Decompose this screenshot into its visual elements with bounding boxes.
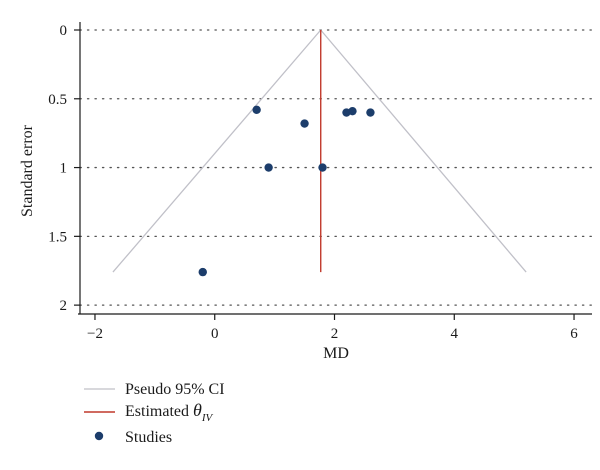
study-point-6 bbox=[318, 163, 327, 172]
study-point-5 bbox=[264, 163, 273, 172]
legend-estimate-subscript: IV bbox=[201, 412, 214, 424]
grid-layer bbox=[79, 29, 593, 306]
legend: Pseudo 95% CI Estimated θIV Studies bbox=[84, 381, 225, 446]
legend-studies-swatch bbox=[94, 431, 104, 441]
study-point-4 bbox=[366, 108, 375, 117]
y-tick-label-2: 1 bbox=[60, 161, 68, 177]
ci-line-right bbox=[320, 29, 527, 273]
y-tick-label-3: 1.5 bbox=[48, 229, 67, 245]
y-tick-label-1: 0.5 bbox=[48, 92, 67, 108]
ci-line-left bbox=[112, 29, 322, 273]
y-tick-label-4: 2 bbox=[60, 298, 68, 314]
pseudo-ci-layer bbox=[112, 29, 527, 273]
legend-ci-label: Pseudo 95% CI bbox=[125, 381, 225, 398]
x-tick-label-2: 2 bbox=[331, 326, 339, 342]
study-points-layer bbox=[198, 105, 375, 277]
legend-estimate-label-main: Estimated bbox=[125, 403, 193, 420]
study-point-3 bbox=[348, 106, 357, 116]
x-axis-title: MD bbox=[323, 345, 349, 362]
legend-estimate-label: Estimated θIV bbox=[125, 400, 213, 424]
axes-layer: 0 0.5 1 1.5 2 −2 0 2 4 6 bbox=[48, 22, 592, 342]
study-point-0 bbox=[252, 105, 261, 114]
x-tick-label-1: 0 bbox=[211, 326, 219, 342]
y-axis-title: Standard error bbox=[19, 124, 36, 217]
legend-estimate-theta: θ bbox=[193, 400, 202, 420]
y-tick-label-0: 0 bbox=[60, 23, 68, 39]
x-tick-label-4: 6 bbox=[570, 326, 578, 342]
study-point-1 bbox=[300, 119, 309, 128]
study-point-7 bbox=[198, 267, 207, 277]
x-tick-label-0: −2 bbox=[87, 326, 103, 342]
legend-studies-label: Studies bbox=[125, 429, 172, 446]
x-tick-label-3: 4 bbox=[451, 326, 459, 342]
